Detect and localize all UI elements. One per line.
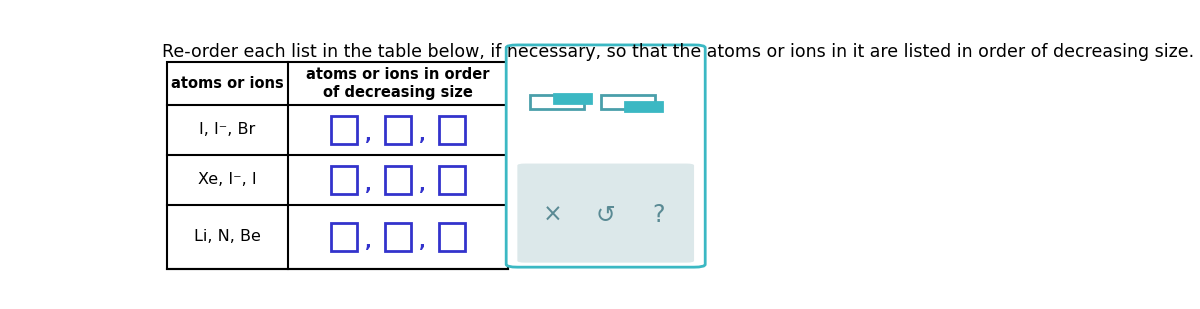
Text: ,: , xyxy=(365,233,372,251)
FancyBboxPatch shape xyxy=(385,166,410,193)
Text: atoms or ions: atoms or ions xyxy=(170,76,283,91)
FancyBboxPatch shape xyxy=(601,95,655,109)
Text: ,: , xyxy=(419,126,426,144)
FancyBboxPatch shape xyxy=(385,116,410,144)
FancyBboxPatch shape xyxy=(331,166,356,193)
Text: Xe, I⁻, I: Xe, I⁻, I xyxy=(198,172,257,187)
FancyBboxPatch shape xyxy=(331,116,356,144)
Text: ,: , xyxy=(365,126,372,144)
Text: ,: , xyxy=(419,233,426,251)
FancyBboxPatch shape xyxy=(625,102,662,111)
Text: Li, N, Be: Li, N, Be xyxy=(193,230,260,244)
FancyBboxPatch shape xyxy=(167,62,508,269)
Text: ?: ? xyxy=(653,203,665,227)
Text: I, I⁻, Br: I, I⁻, Br xyxy=(199,122,256,138)
Text: ,: , xyxy=(419,176,426,194)
Text: atoms or ions in order
of decreasing size: atoms or ions in order of decreasing siz… xyxy=(306,67,490,100)
FancyBboxPatch shape xyxy=(331,223,356,251)
Text: Re-order each list in the table below, if necessary, so that the atoms or ions i: Re-order each list in the table below, i… xyxy=(162,43,1194,61)
FancyBboxPatch shape xyxy=(439,166,464,193)
FancyBboxPatch shape xyxy=(506,45,706,267)
FancyBboxPatch shape xyxy=(530,95,584,109)
FancyBboxPatch shape xyxy=(554,94,592,103)
FancyBboxPatch shape xyxy=(517,163,694,263)
Text: ↺: ↺ xyxy=(596,203,616,227)
Text: ,: , xyxy=(365,176,372,194)
FancyBboxPatch shape xyxy=(439,223,464,251)
FancyBboxPatch shape xyxy=(439,116,464,144)
Text: ×: × xyxy=(542,203,563,227)
FancyBboxPatch shape xyxy=(385,223,410,251)
